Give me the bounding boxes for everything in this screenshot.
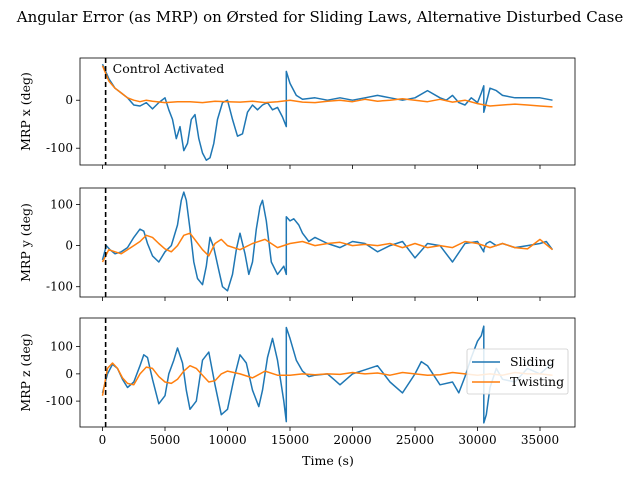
x-tick-label: 10000 — [208, 433, 246, 447]
panel-frame — [79, 57, 576, 166]
x-tick-label: 15000 — [271, 433, 309, 447]
x-tick-label: 20000 — [333, 433, 371, 447]
legend-label-twisting: Twisting — [510, 374, 564, 389]
y-axis-label: MRP y (deg) — [18, 203, 33, 282]
x-tick-label: 35000 — [521, 433, 559, 447]
y-tick-label: 0 — [65, 239, 73, 253]
y-tick-label: -100 — [46, 280, 73, 294]
x-axis-label: Time (s) — [302, 453, 354, 468]
y-axis-label: MRP x (deg) — [18, 72, 33, 151]
panel-1: -100 0 MRP x (deg) Control Activated — [18, 57, 576, 169]
y-tick-label: 100 — [50, 340, 73, 354]
y-axis-label: MRP z (deg) — [18, 333, 33, 411]
legend-label-sliding: Sliding — [510, 354, 555, 369]
panel-frame — [79, 317, 576, 428]
series-group — [101, 63, 553, 161]
series-line-twisting — [101, 362, 553, 396]
series-line-sliding — [101, 191, 554, 292]
series-line-twisting — [101, 65, 553, 108]
series-line-twisting — [101, 232, 553, 263]
series-group — [101, 191, 554, 292]
control-activated-annotation: Control Activated — [113, 61, 225, 76]
y-tick-label: 0 — [65, 367, 73, 381]
panel-2: -100 0 100 MRP y (deg) — [18, 187, 576, 301]
x-tick-label: 25000 — [396, 433, 434, 447]
legend: Sliding Twisting — [466, 348, 569, 395]
x-tick-label: 5000 — [150, 433, 181, 447]
y-tick-label: -100 — [46, 394, 73, 408]
panel-frame — [79, 187, 576, 298]
chart-title: Angular Error (as MRP) on Ørsted for Sli… — [16, 8, 624, 26]
series-line-sliding — [101, 63, 553, 161]
y-tick-label: -100 — [46, 141, 73, 155]
y-tick-label: 100 — [50, 197, 73, 211]
y-tick-label: 0 — [65, 93, 73, 107]
x-tick-label: 0 — [99, 433, 107, 447]
panel-3: 0 5000 10000 15000 20000 25000 30000 35000 -100 0… — [18, 317, 576, 447]
panels: -100 0 MRP x (deg) Control Activated -100 0 10… — [18, 57, 576, 447]
x-tick-label: 30000 — [458, 433, 496, 447]
